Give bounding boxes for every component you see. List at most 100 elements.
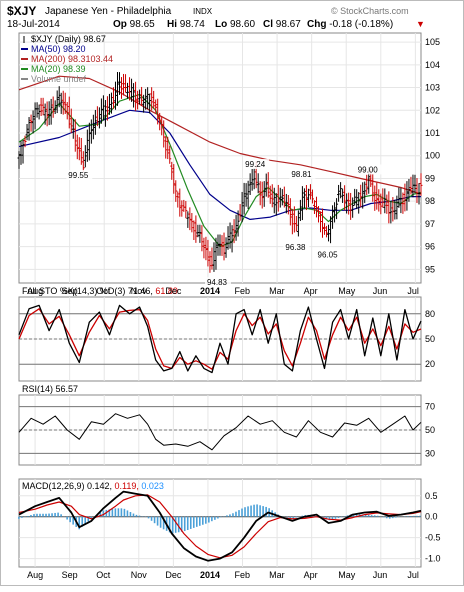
macd-histogram-bar: [157, 517, 159, 526]
macd-histogram-bar: [45, 514, 47, 517]
macd-histogram-bar: [214, 517, 216, 520]
panel-1-ytick: 80: [425, 309, 435, 319]
quote-hi-value: 98.74: [180, 19, 205, 30]
macd-legend-part: 0.119,: [112, 481, 139, 491]
macd-histogram-bar: [389, 517, 391, 519]
macd-histogram-bar: [368, 515, 370, 517]
macd-histogram-bar: [229, 514, 231, 516]
macd-histogram-bar: [335, 517, 337, 519]
macd-histogram-bar: [205, 517, 207, 524]
quote-cl: Cl 98.67: [263, 19, 301, 30]
x-tick-label: 2014: [200, 286, 220, 296]
quote-op-label: Op: [113, 19, 127, 30]
macd-histogram-bar: [253, 505, 255, 517]
macd-histogram-bar: [136, 515, 138, 517]
macd-histogram-bar: [202, 517, 204, 525]
quote-lo-value: 98.60: [230, 19, 255, 30]
macd-histogram-bar: [244, 507, 246, 517]
macd-histogram-bar: [124, 509, 126, 517]
macd-histogram-bar: [193, 517, 195, 528]
macd-histogram-bar: [419, 516, 421, 517]
annotation-label: 96.38: [285, 243, 306, 252]
quote-hi: Hi 98.74: [167, 19, 205, 30]
macd-histogram-bar: [377, 516, 379, 517]
macd-histogram-bar: [51, 513, 53, 516]
quote-op-value: 98.65: [130, 19, 155, 30]
panel-0-ytick: 101: [425, 128, 440, 138]
panel-3-ytick: 0.0: [425, 512, 438, 522]
panel-0-ytick: 99: [425, 173, 435, 183]
watermark: © StockCharts.com: [331, 6, 409, 16]
macd-histogram-bar: [42, 514, 44, 517]
panel-0-ytick: 96: [425, 242, 435, 252]
macd-histogram-bar: [139, 516, 141, 517]
annotation-label: 98.81: [291, 170, 312, 179]
macd-histogram-bar: [235, 512, 237, 517]
legend-entry: MA(50) 98.20: [31, 44, 86, 54]
macd-legend: MACD(12,26,9) 0.142, 0.119, 0.023: [22, 481, 164, 491]
x-tick-label: Jul: [407, 570, 419, 580]
panel-2-ytick: 30: [425, 448, 435, 458]
macd-histogram-bar: [196, 517, 198, 527]
annotation-label: 99.55: [68, 171, 89, 180]
panel-0-ytick: 105: [425, 37, 440, 47]
macd-histogram-bar: [66, 517, 68, 520]
panel-2-ytick: 70: [425, 402, 435, 412]
quote-op: Op 98.65: [113, 19, 155, 30]
macd-histogram-bar: [178, 517, 180, 533]
macd-histogram-bar: [413, 516, 415, 517]
macd-histogram-bar: [386, 517, 388, 519]
macd-histogram-bar: [416, 516, 418, 517]
x-tick-label: Sep: [62, 286, 78, 296]
macd-histogram-bar: [27, 516, 29, 517]
panel-3-ytick: 0.5: [425, 491, 438, 501]
macd-histogram-bar: [57, 513, 59, 517]
x-tick-label: Feb: [235, 286, 251, 296]
macd-histogram-bar: [69, 517, 71, 522]
panel-0-ytick: 98: [425, 196, 435, 206]
macd-histogram-bar: [115, 508, 117, 516]
exchange: INDX: [193, 7, 213, 16]
legend-entry: MA(20) 98.39: [31, 64, 86, 74]
x-tick-label: Mar: [269, 286, 285, 296]
macd-histogram-bar: [220, 517, 222, 518]
x-tick-label: Aug: [27, 570, 43, 580]
macd-legend-part: 0.023: [139, 481, 164, 491]
macd-histogram-bar: [175, 517, 177, 533]
x-tick-label: Apr: [304, 570, 318, 580]
macd-histogram-bar: [211, 517, 213, 521]
macd-histogram-bar: [118, 508, 120, 516]
symbol: $XJY: [7, 4, 36, 18]
quote-chg-label: Chg: [307, 19, 326, 30]
macd-histogram-bar: [54, 513, 56, 517]
chart-date: 18-Jul-2014: [7, 19, 60, 30]
x-tick-label: Jun: [373, 570, 388, 580]
macd-histogram-bar: [341, 517, 343, 518]
quote-cl-value: 98.67: [276, 19, 301, 30]
quote-chg-value: -0.18 (-0.18%): [329, 19, 393, 30]
panel-0-ytick: 97: [425, 219, 435, 229]
x-tick-label: 2014: [200, 570, 220, 580]
panel-0-ytick: 95: [425, 264, 435, 274]
macd-histogram-bar: [383, 517, 385, 518]
macd-histogram-bar: [133, 514, 135, 517]
panel-3-ytick: -1.0: [425, 554, 441, 564]
macd-histogram-bar: [392, 517, 394, 518]
macd-histogram-bar: [60, 514, 62, 516]
quote-lo-label: Lo: [215, 19, 227, 30]
annotation-label: 96.05: [318, 251, 339, 260]
x-tick-label: Feb: [235, 570, 251, 580]
quote-cl-label: Cl: [263, 19, 273, 30]
x-tick-label: Dec: [165, 570, 182, 580]
macd-histogram-bar: [256, 504, 258, 516]
macd-histogram-bar: [374, 515, 376, 516]
annotation-label: 99.24: [245, 160, 266, 169]
macd-histogram-bar: [48, 514, 50, 517]
panel-3-ytick: -0.5: [425, 533, 441, 543]
legend-entry: MA(200) 98.3103.44: [31, 54, 113, 64]
x-tick-label: Aug: [27, 286, 43, 296]
macd-histogram-bar: [121, 508, 123, 516]
legend-entry: $XJY (Daily) 98.67: [31, 34, 106, 44]
